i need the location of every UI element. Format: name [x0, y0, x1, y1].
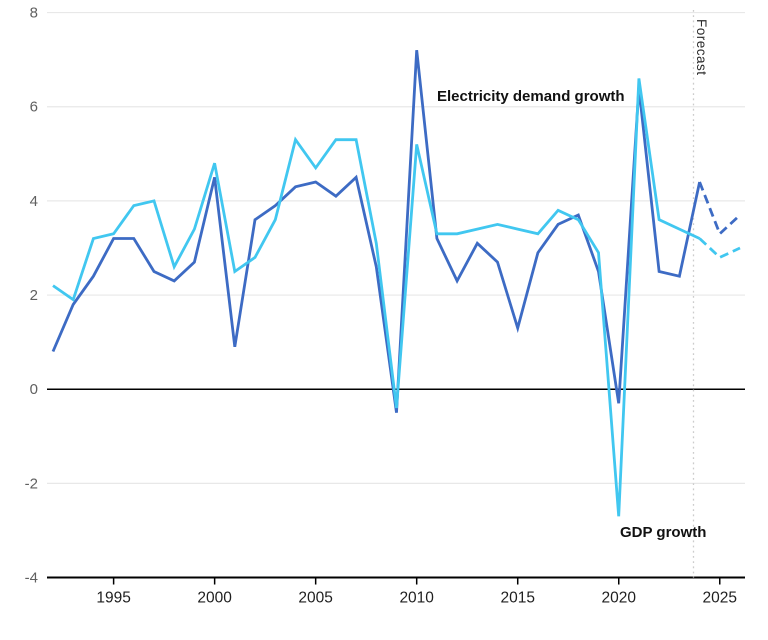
electricity-line-forecast [698, 181, 741, 237]
y-axis-labels: 8 6 4 2 0 -2 -4 [25, 5, 38, 587]
y-tick-label: 6 [30, 99, 38, 116]
y-tick-label: 8 [30, 5, 38, 22]
gdp-line-forecast [698, 237, 741, 260]
y-tick-label: 4 [30, 193, 38, 210]
x-tick-label: 2015 [500, 590, 534, 607]
y-tick-label: -2 [25, 475, 38, 492]
x-axis-tick-labels: 1995 2000 2005 2010 2015 2020 2025 [96, 590, 737, 607]
gdp-line-history [52, 78, 701, 517]
electricity-line-history [51, 50, 701, 413]
x-axis [47, 576, 745, 585]
y-tick-label: -4 [25, 570, 38, 587]
x-tick-label: 2010 [399, 590, 434, 607]
forecast-label: Forecast [694, 19, 709, 76]
electricity-series-label: Electricity demand growth [437, 88, 625, 105]
x-tick-label: 1995 [96, 590, 130, 607]
gridlines [47, 11, 745, 484]
x-tick-label: 2000 [197, 590, 232, 607]
y-tick-label: 2 [30, 287, 38, 304]
x-tick-label: 2025 [703, 590, 737, 607]
y-tick-label: 0 [30, 381, 38, 398]
x-tick-label: 2005 [298, 590, 332, 607]
gdp-series-label: GDP growth [620, 524, 707, 541]
x-tick-label: 2020 [601, 590, 636, 607]
